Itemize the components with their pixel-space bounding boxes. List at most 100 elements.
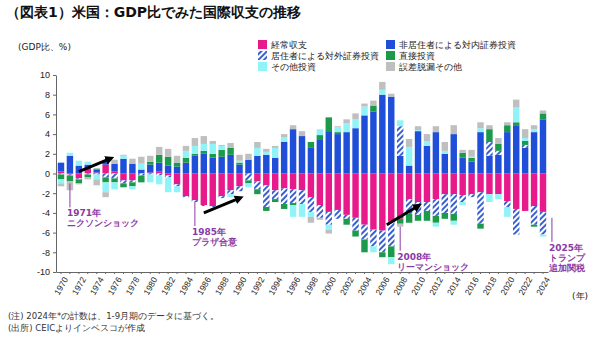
bar [442, 194, 448, 213]
bar [361, 239, 367, 252]
y-axis-line [56, 76, 57, 273]
bar [93, 168, 99, 170]
y-tick-mark [53, 95, 56, 96]
bar [263, 207, 269, 211]
bar [111, 174, 117, 179]
y-tick: -6 [42, 228, 56, 238]
x-tick-mark [534, 272, 535, 274]
bar [317, 205, 323, 218]
y-tick: -4 [42, 208, 56, 218]
bar [451, 134, 457, 173]
x-tick [87, 272, 88, 274]
bar [513, 174, 519, 209]
x-tick [480, 272, 481, 274]
bar [85, 174, 91, 177]
bar [192, 138, 198, 146]
bar [308, 142, 314, 148]
bar [468, 162, 474, 174]
bar [343, 123, 349, 132]
x-tick [159, 272, 160, 274]
trend-arrow [204, 198, 240, 213]
bar [245, 183, 251, 187]
bar [129, 186, 135, 189]
y-tick-mark [53, 193, 56, 194]
bar [495, 194, 501, 199]
bar [236, 174, 242, 187]
x-tick-mark [310, 272, 311, 274]
bar [102, 177, 108, 182]
bar [406, 147, 412, 166]
annotation-text: プラザ合意 [192, 237, 238, 247]
x-tick-mark [453, 272, 454, 274]
legend-swatch [258, 62, 267, 71]
bar [156, 175, 162, 184]
bar [370, 246, 376, 252]
bar [522, 174, 528, 211]
x-tick-mark [212, 272, 213, 274]
bar [129, 174, 135, 181]
x-tick-mark [221, 272, 222, 274]
bar [111, 172, 117, 174]
bar [531, 125, 537, 129]
bar [540, 119, 546, 173]
x-tick-mark [489, 272, 490, 274]
bar [424, 211, 430, 221]
bar [477, 132, 483, 173]
bar [424, 174, 430, 203]
bar [308, 148, 314, 174]
bar [343, 119, 349, 123]
bar [210, 141, 216, 144]
bar [299, 204, 305, 217]
x-tick-label: 2008 [391, 275, 409, 297]
bar [290, 129, 296, 173]
bar [433, 174, 439, 200]
annotation-text: 追加関税 [548, 263, 586, 273]
y-tick: -10 [37, 267, 56, 277]
bar [129, 159, 135, 164]
y-tick: 10 [40, 70, 56, 80]
x-tick-label: 1992 [248, 275, 266, 297]
x-tick-mark [498, 272, 499, 274]
bar [183, 151, 189, 158]
bar [129, 182, 135, 186]
x-axis: 1970197219741976197819801982198419861988… [52, 272, 552, 297]
y-tick-mark [53, 134, 56, 135]
bar [451, 214, 457, 221]
x-tick-mark [337, 272, 338, 274]
x-tick: 2014 [445, 272, 463, 297]
y-tick-mark [53, 114, 56, 115]
bar [147, 156, 153, 162]
annotation-line [69, 183, 70, 207]
bar [165, 177, 171, 192]
x-tick-label: 1974 [88, 275, 106, 297]
bar [218, 144, 224, 146]
bar [388, 94, 394, 97]
x-tick: 1972 [70, 272, 88, 297]
bar [299, 173, 305, 174]
bar [281, 137, 287, 142]
x-tick: 2010 [409, 272, 427, 297]
x-tick: 1990 [231, 272, 249, 297]
bar [317, 218, 323, 220]
bar [174, 174, 180, 185]
x-tick: 2008 [391, 272, 409, 297]
y-tick-label: 4 [45, 129, 50, 139]
bar [218, 174, 224, 197]
bar [120, 154, 126, 156]
bar [415, 131, 421, 173]
bar [317, 135, 323, 140]
bar [379, 82, 385, 90]
y-tick-label: -4 [42, 208, 50, 218]
x-tick-label: 1996 [284, 275, 302, 297]
x-tick-mark [346, 272, 347, 274]
note: (出所) CEICよりインベスコが作成 [8, 323, 145, 333]
bar [513, 209, 519, 235]
bar [210, 158, 216, 174]
bar [415, 215, 421, 221]
bar [58, 179, 64, 183]
x-tick-label: 2010 [409, 275, 427, 297]
x-tick-mark [418, 272, 419, 274]
bar [120, 159, 126, 174]
bar [459, 150, 465, 153]
bar [227, 190, 233, 194]
